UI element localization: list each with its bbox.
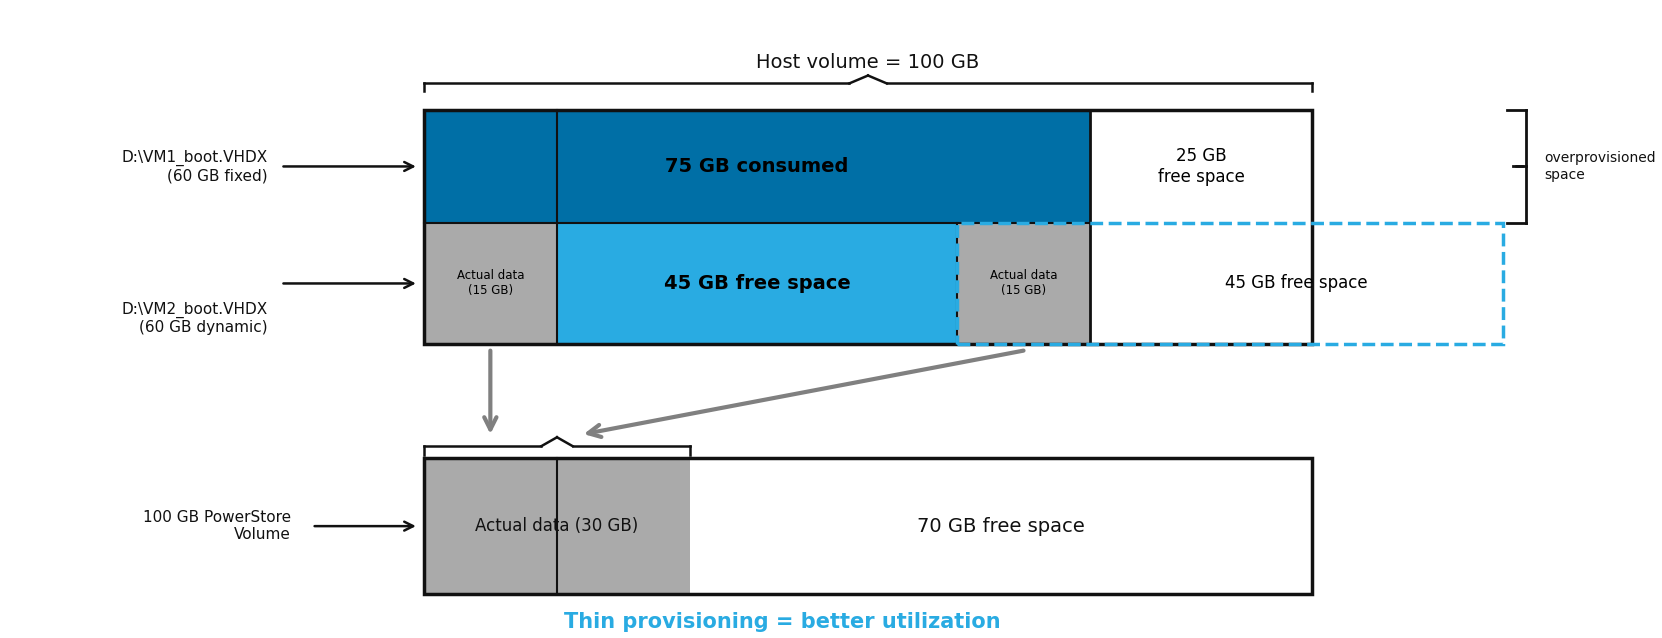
Text: 100 GB PowerStore
Volume: 100 GB PowerStore Volume: [143, 510, 291, 542]
Text: 45 GB free space: 45 GB free space: [1225, 274, 1368, 292]
Text: Thin provisioning = better utilization: Thin provisioning = better utilization: [563, 612, 1001, 632]
Bar: [424, 110, 1313, 345]
Bar: [424, 223, 1090, 345]
Text: 75 GB consumed: 75 GB consumed: [665, 157, 849, 176]
Text: 25 GB
free space: 25 GB free space: [1158, 147, 1245, 186]
Bar: [1090, 110, 1313, 223]
Text: overprovisioned
space: overprovisioned space: [1544, 151, 1657, 182]
Text: Actual data
(15 GB): Actual data (15 GB): [457, 269, 524, 297]
Bar: [424, 458, 690, 594]
Bar: [690, 458, 1313, 594]
Text: Actual data (30 GB): Actual data (30 GB): [475, 517, 638, 535]
Text: Host volume = 100 GB: Host volume = 100 GB: [756, 54, 979, 72]
Bar: [424, 458, 1313, 594]
Bar: [424, 110, 1090, 223]
Bar: [957, 223, 1090, 345]
Bar: [557, 223, 957, 345]
Text: D:\VM2_boot.VHDX
(60 GB dynamic): D:\VM2_boot.VHDX (60 GB dynamic): [121, 301, 268, 335]
Bar: [957, 223, 1502, 345]
Bar: [1090, 223, 1313, 345]
Bar: [424, 223, 557, 345]
Text: 70 GB free space: 70 GB free space: [917, 517, 1085, 536]
Text: Actual data
(15 GB): Actual data (15 GB): [991, 269, 1057, 297]
Text: 45 GB free space: 45 GB free space: [663, 274, 851, 293]
Text: D:\VM1_boot.VHDX
(60 GB fixed): D:\VM1_boot.VHDX (60 GB fixed): [121, 150, 268, 183]
